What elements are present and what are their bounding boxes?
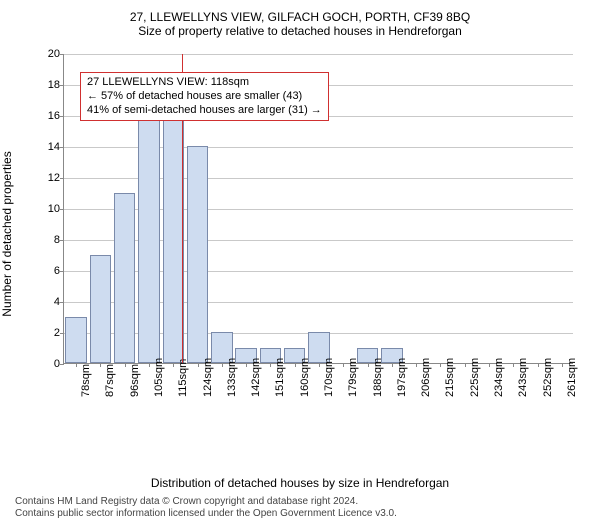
x-tick-label: 188sqm (372, 358, 384, 397)
x-tick-mark (270, 363, 271, 367)
x-tick-mark (319, 363, 320, 367)
x-tick-mark (246, 363, 247, 367)
chart-wrap: Number of detached properties 0246810121… (15, 44, 585, 424)
y-tick-mark (60, 271, 64, 272)
plot-area: 0246810121416182078sqm87sqm96sqm105sqm11… (63, 54, 573, 364)
y-tick-label: 16 (34, 110, 60, 122)
x-tick-mark (392, 363, 393, 367)
gridline (64, 54, 573, 55)
x-tick-label: 151sqm (274, 358, 286, 397)
x-tick-mark (465, 363, 466, 367)
y-tick-mark (60, 85, 64, 86)
x-tick-mark (198, 363, 199, 367)
x-tick-label: 96sqm (129, 364, 141, 397)
y-tick-label: 14 (34, 141, 60, 153)
y-tick-label: 6 (34, 265, 60, 277)
bar (138, 115, 159, 363)
y-tick-label: 0 (34, 358, 60, 370)
x-tick-label: 243sqm (517, 358, 529, 397)
y-tick-label: 10 (34, 203, 60, 215)
y-tick-mark (60, 302, 64, 303)
x-tick-label: 87sqm (104, 364, 116, 397)
y-tick-label: 4 (34, 296, 60, 308)
x-tick-mark (368, 363, 369, 367)
y-axis-label: Number of detached properties (0, 151, 14, 316)
y-tick-mark (60, 364, 64, 365)
x-tick-mark (562, 363, 563, 367)
annotation-line: 27 LLEWELLYNS VIEW: 118sqm (87, 76, 322, 90)
x-tick-label: 133sqm (226, 358, 238, 397)
x-tick-mark (173, 363, 174, 367)
bar (187, 146, 208, 363)
x-tick-label: 142sqm (250, 358, 262, 397)
x-tick-mark (513, 363, 514, 367)
bar (65, 317, 86, 364)
x-tick-mark (343, 363, 344, 367)
x-tick-mark (125, 363, 126, 367)
y-tick-label: 20 (34, 48, 60, 60)
chart-container: 27, LLEWELLYNS VIEW, GILFACH GOCH, PORTH… (0, 0, 600, 500)
y-tick-mark (60, 333, 64, 334)
bar (114, 193, 135, 364)
x-tick-mark (295, 363, 296, 367)
attribution-line: Contains HM Land Registry data © Crown c… (15, 496, 585, 508)
y-tick-mark (60, 54, 64, 55)
attribution-line: Contains public sector information licen… (15, 508, 585, 520)
annotation-line: 41% of semi-detached houses are larger (… (87, 104, 322, 118)
y-tick-mark (60, 178, 64, 179)
x-tick-label: 206sqm (420, 358, 432, 397)
annotation-box: 27 LLEWELLYNS VIEW: 118sqm ← 57% of deta… (80, 72, 329, 121)
x-tick-label: 252sqm (542, 358, 554, 397)
x-tick-mark (416, 363, 417, 367)
x-tick-label: 261sqm (566, 358, 578, 397)
x-tick-label: 234sqm (493, 358, 505, 397)
x-tick-mark (100, 363, 101, 367)
y-tick-label: 2 (34, 327, 60, 339)
y-tick-mark (60, 147, 64, 148)
x-tick-label: 160sqm (299, 358, 311, 397)
x-tick-mark (222, 363, 223, 367)
y-tick-mark (60, 240, 64, 241)
x-tick-mark (489, 363, 490, 367)
x-tick-mark (440, 363, 441, 367)
x-tick-mark (149, 363, 150, 367)
x-tick-label: 115sqm (177, 359, 189, 397)
x-axis-label: Distribution of detached houses by size … (15, 476, 585, 490)
x-tick-label: 225sqm (469, 358, 481, 397)
y-tick-label: 18 (34, 79, 60, 91)
x-tick-label: 170sqm (323, 358, 335, 397)
x-tick-label: 124sqm (202, 358, 214, 397)
y-tick-mark (60, 116, 64, 117)
x-tick-label: 179sqm (347, 358, 359, 397)
bar (163, 115, 184, 363)
chart-subtitle: Size of property relative to detached ho… (15, 24, 585, 38)
bar (90, 255, 111, 364)
x-tick-label: 215sqm (444, 358, 456, 397)
y-tick-mark (60, 209, 64, 210)
x-tick-label: 105sqm (153, 358, 165, 397)
y-tick-label: 8 (34, 234, 60, 246)
x-tick-mark (76, 363, 77, 367)
x-tick-label: 78sqm (80, 364, 92, 397)
y-tick-label: 12 (34, 172, 60, 184)
chart-title: 27, LLEWELLYNS VIEW, GILFACH GOCH, PORTH… (15, 10, 585, 24)
x-tick-label: 197sqm (396, 358, 408, 397)
annotation-line: ← 57% of detached houses are smaller (43… (87, 90, 322, 104)
x-tick-mark (538, 363, 539, 367)
